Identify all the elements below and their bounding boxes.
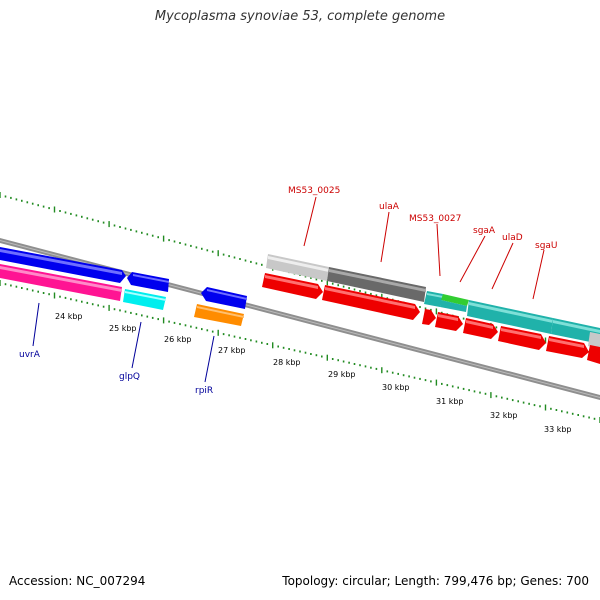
gene-label-sgaA: sgaA xyxy=(473,226,496,236)
kbp-label-30: 30 kbp xyxy=(382,383,410,392)
kbp-label-25: 25 kbp xyxy=(109,324,137,333)
gene-sgaU xyxy=(551,318,600,344)
gene-ms53-0027 xyxy=(424,291,443,307)
gene-label-uvrA: uvrA xyxy=(19,350,41,360)
gene-next-gray xyxy=(588,332,600,349)
map-title: Mycoplasma synoviae 53, complete genome xyxy=(154,9,446,24)
gene-rpiR-lower xyxy=(194,304,244,326)
kbp-label-33: 33 kbp xyxy=(544,425,572,434)
gene-glpQ-upper xyxy=(127,272,169,292)
accession-label: Accession: NC_007294 xyxy=(9,574,146,588)
gene-label-ms53-0025: MS53_0025 xyxy=(288,186,340,196)
gene-uvrA-lower xyxy=(0,264,122,301)
summary-label: Topology: circular; Length: 799,476 bp; … xyxy=(282,574,589,588)
kbp-label-31: 31 kbp xyxy=(436,397,464,406)
lower-tick-ring xyxy=(0,280,600,423)
gene-rpiR-upper xyxy=(201,287,247,309)
gene-ms53-0025 xyxy=(266,254,329,281)
kbp-label-26: 26 kbp xyxy=(164,335,192,344)
gene-label-glpQ: glpQ xyxy=(119,372,140,382)
kbp-label-27: 27 kbp xyxy=(218,346,246,355)
gene-label-ms53-0027: MS53_0027 xyxy=(409,214,461,224)
gene-glpQ-lower xyxy=(123,289,166,310)
gene-label-rpiR: rpiR xyxy=(195,386,213,396)
gene-label-ulaA: ulaA xyxy=(379,202,400,212)
gene-uvrA-upper xyxy=(0,247,126,283)
gene-sgaA xyxy=(440,294,469,312)
kbp-label-32: 32 kbp xyxy=(490,411,518,420)
kbp-label-29: 29 kbp xyxy=(328,370,356,379)
gene-label-leaders xyxy=(32,196,545,383)
gene-ulaA xyxy=(327,267,426,302)
kbp-label-28: 28 kbp xyxy=(273,358,301,367)
gene-ulaD xyxy=(467,300,553,334)
gene-label-sgaU: sgaU xyxy=(535,241,558,251)
kbp-label-24: 24 kbp xyxy=(55,312,83,321)
gene-label-ulaD: ulaD xyxy=(502,233,523,243)
red-cds-row xyxy=(262,273,600,364)
